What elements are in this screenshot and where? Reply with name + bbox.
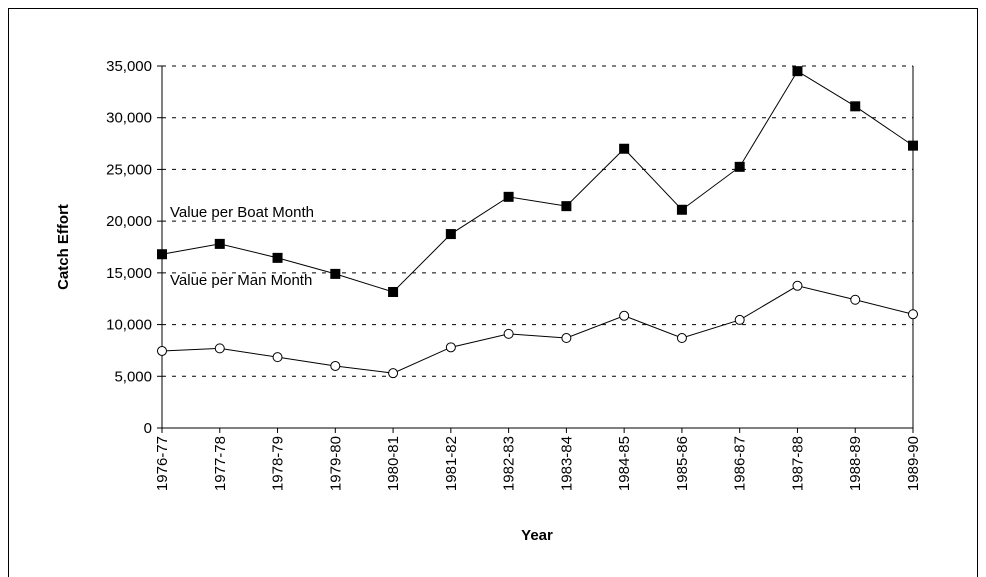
x-tick-label: 1988-89 [847, 436, 864, 491]
marker [503, 328, 514, 339]
marker [503, 191, 514, 202]
marker [330, 360, 341, 371]
y-axis-title: Catch Effort [55, 204, 72, 290]
x-tick-label: 1985-86 [674, 436, 691, 491]
y-tick-label: 0 [144, 420, 152, 437]
x-tick-label: 1982-83 [501, 436, 518, 491]
marker [445, 342, 456, 353]
marker [619, 143, 630, 154]
marker [792, 66, 803, 77]
y-tick-label: 5,000 [114, 368, 152, 385]
marker [272, 252, 283, 263]
marker [445, 229, 456, 240]
x-tick-label: 1986-87 [732, 436, 749, 491]
series-line [161, 70, 914, 293]
y-tick-label: 15,000 [106, 265, 152, 282]
marker [388, 368, 399, 379]
y-tick-label: 25,000 [106, 161, 152, 178]
marker [157, 345, 167, 356]
x-tick-label: 1983-84 [558, 436, 575, 491]
marker [561, 201, 572, 212]
marker [214, 238, 225, 249]
x-tick-label: 1984-85 [616, 436, 633, 491]
x-tick-label: 1987-88 [789, 436, 806, 491]
marker [850, 101, 861, 112]
marker [734, 314, 745, 325]
y-tick-label: 30,000 [106, 110, 152, 127]
marker [908, 309, 918, 320]
x-tick-label: 1979-80 [327, 436, 344, 491]
marker [619, 310, 630, 321]
marker [908, 140, 918, 151]
x-tick-label: 1981-82 [443, 436, 460, 491]
x-axis-title: Year [521, 527, 553, 544]
marker [676, 333, 687, 344]
marker [157, 249, 167, 260]
y-tick-label: 10,000 [106, 317, 152, 334]
marker [792, 280, 803, 291]
x-tick-label: 1978-79 [270, 436, 287, 491]
marker [330, 268, 341, 279]
x-tick-label: 1980-81 [385, 436, 402, 491]
marker [561, 333, 572, 344]
marker [850, 294, 861, 305]
marker [272, 352, 283, 363]
y-tick-label: 35,000 [106, 58, 152, 75]
x-tick-label: 1989-90 [905, 436, 922, 491]
marker [388, 286, 399, 297]
y-tick-label: 20,000 [106, 213, 152, 230]
annotation: Value per Man Month [170, 272, 312, 289]
frame [8, 8, 978, 577]
marker [676, 204, 687, 215]
series-line [161, 285, 914, 374]
annotation: Value per Boat Month [170, 204, 314, 221]
x-tick-label: 1976-77 [154, 436, 171, 491]
marker [214, 343, 225, 354]
x-tick-label: 1977-78 [212, 436, 229, 491]
marker [734, 161, 745, 172]
